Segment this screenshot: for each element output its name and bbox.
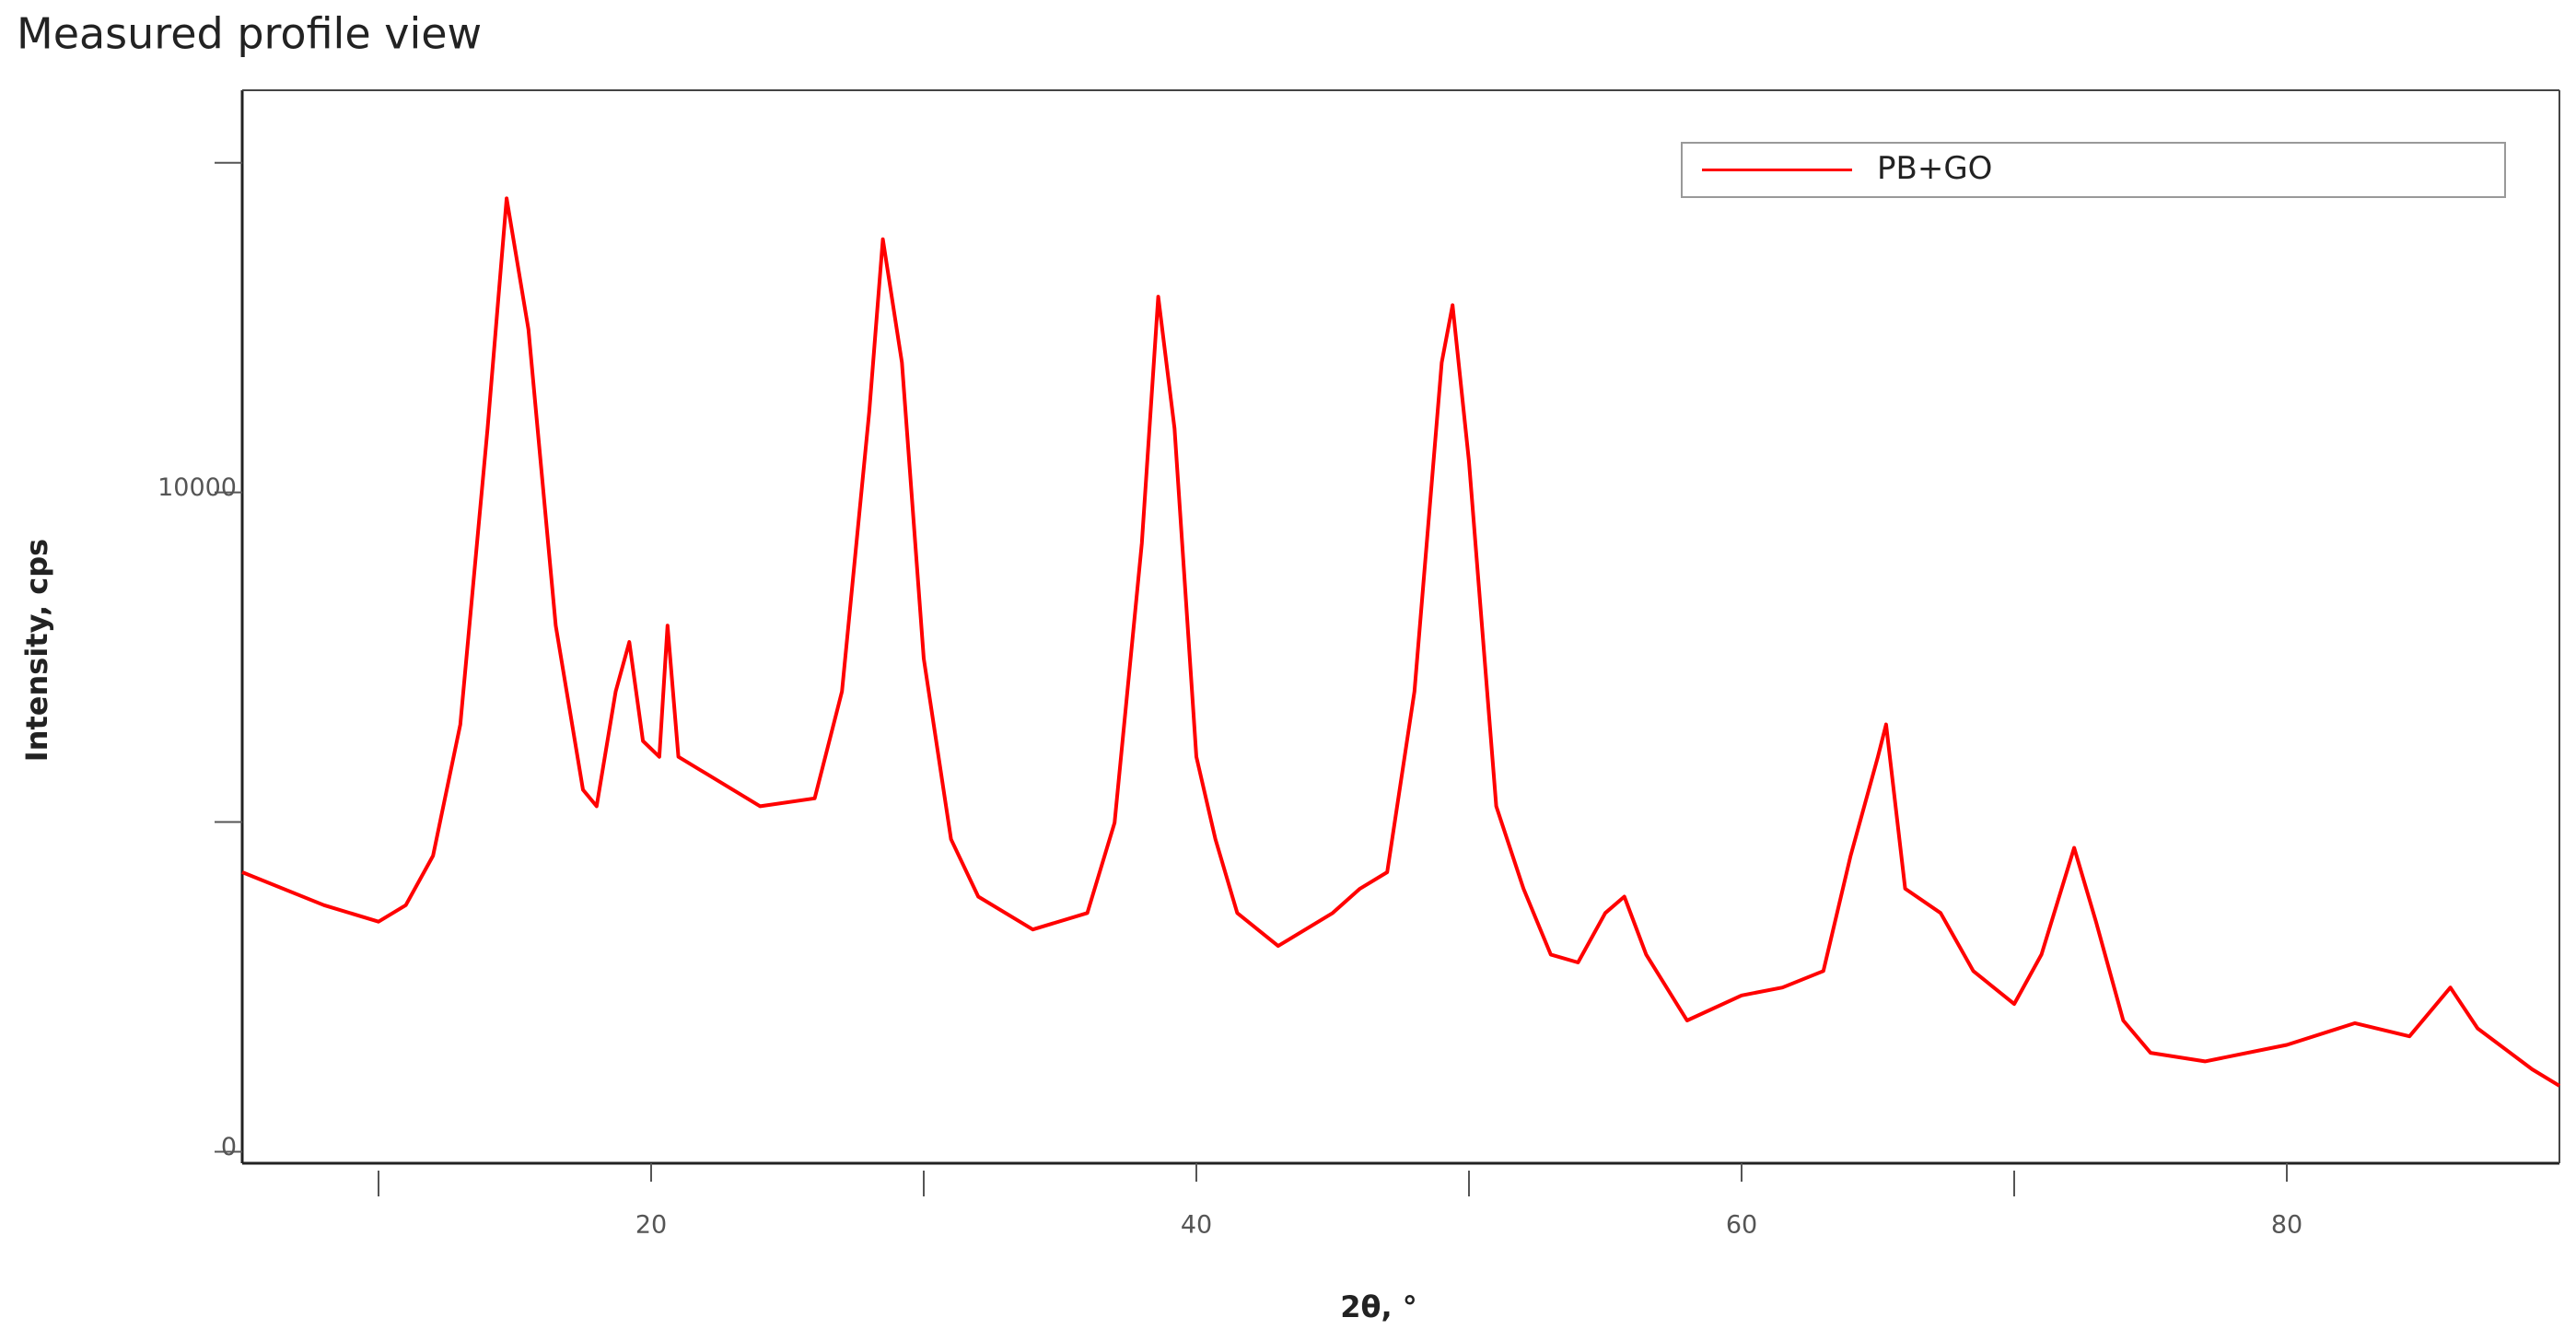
legend-label: PB+GO [1877,150,1992,187]
y-tick-label: 0 [221,1133,237,1161]
y-tick-label: 10000 [157,473,237,502]
chart-title: Measured profile view [17,9,482,59]
y-axis-label: Intensity, cps [19,539,54,762]
x-tick-label: 60 [1726,1211,1757,1240]
x-tick-label: 20 [635,1211,667,1240]
x-axis-label: 2θ, ° [1340,1289,1417,1324]
x-tick-label: 40 [1181,1211,1212,1240]
data-line [241,196,2561,1088]
x-tick-label: 80 [2271,1211,2302,1240]
